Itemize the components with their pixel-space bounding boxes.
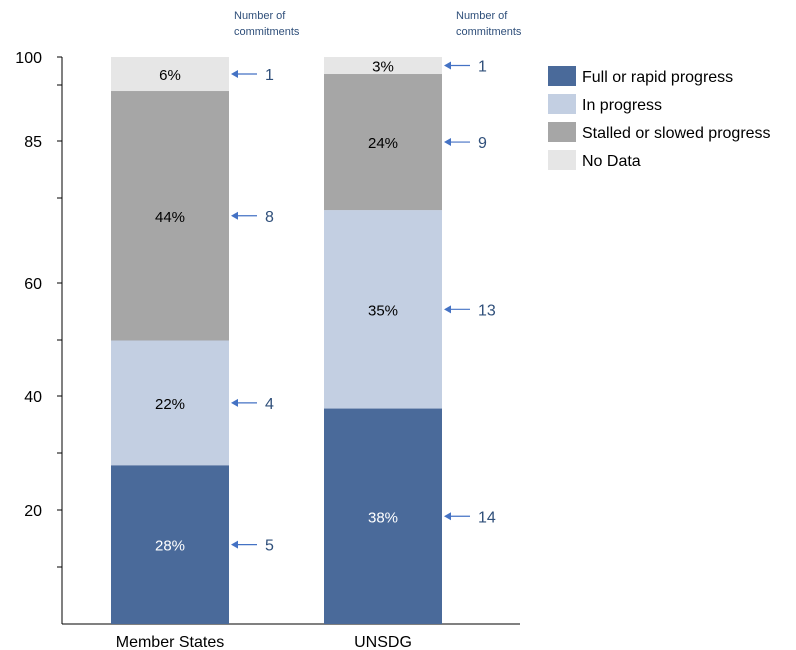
count-arrow-head [444, 512, 451, 521]
bar-segment [324, 408, 442, 624]
bar-segment [111, 57, 229, 92]
segment-label: 35% [368, 302, 398, 319]
y-tick-label: 60 [24, 276, 42, 293]
legend-swatch [548, 122, 576, 142]
bar-segment [324, 57, 442, 75]
legend-label: No Data [582, 153, 641, 170]
legend-swatch [548, 66, 576, 86]
bar-segment [324, 74, 442, 211]
count-arrow-head [231, 540, 238, 549]
legend: Full or rapid progress In progress Stalled… [548, 66, 771, 170]
count-label: 14 [478, 509, 496, 526]
category-label: Member States [116, 634, 224, 650]
count-label: 1 [265, 67, 274, 84]
count-arrow-head [444, 61, 451, 70]
count-header-line-2: commitments [456, 26, 522, 38]
count-label: 8 [265, 209, 274, 226]
y-tick-label: 20 [24, 503, 42, 520]
y-tick-label: 100 [15, 50, 42, 67]
category-label: UNSDG [354, 634, 412, 650]
segment-label: 24% [368, 135, 398, 152]
count-label: 5 [265, 538, 274, 555]
count-arrow-head [444, 305, 451, 314]
count-arrow-head [444, 138, 451, 147]
count-label: 1 [478, 59, 487, 76]
segment-label: 38% [368, 509, 398, 526]
segment-label: 28% [155, 538, 185, 555]
bar-segment [111, 465, 229, 624]
y-tick-label: 40 [24, 389, 42, 406]
count-arrow-head [231, 211, 238, 220]
bars-layer: 28% 22% 44% 6% 38% 35% 24% 3% [111, 57, 442, 624]
count-arrow-head [231, 70, 238, 79]
bar-segment [111, 340, 229, 466]
count-header-line-1: Number of [234, 10, 286, 22]
count-arrow-head [231, 398, 238, 407]
count-label: 13 [478, 302, 496, 319]
legend-swatch [548, 94, 576, 114]
y-tick-label: 85 [24, 134, 42, 151]
count-header-line-1: Number of [456, 10, 508, 22]
legend-label: Stalled or slowed progress [582, 125, 771, 142]
count-label: 4 [265, 396, 274, 413]
counts-layer: 5 4 8 1 Number of commitments 14 13 9 1 Number of c… [231, 10, 522, 555]
segment-label: 3% [372, 59, 394, 76]
bar-segment [324, 210, 442, 409]
segment-label: 44% [155, 209, 185, 226]
legend-label: Full or rapid progress [582, 69, 733, 86]
legend-label: In progress [582, 97, 662, 114]
bar-segment [111, 91, 229, 341]
segment-label: 22% [155, 396, 185, 413]
count-label: 9 [478, 135, 487, 152]
count-header-line-2: commitments [234, 26, 300, 38]
legend-swatch [548, 150, 576, 170]
segment-label: 6% [159, 67, 181, 84]
